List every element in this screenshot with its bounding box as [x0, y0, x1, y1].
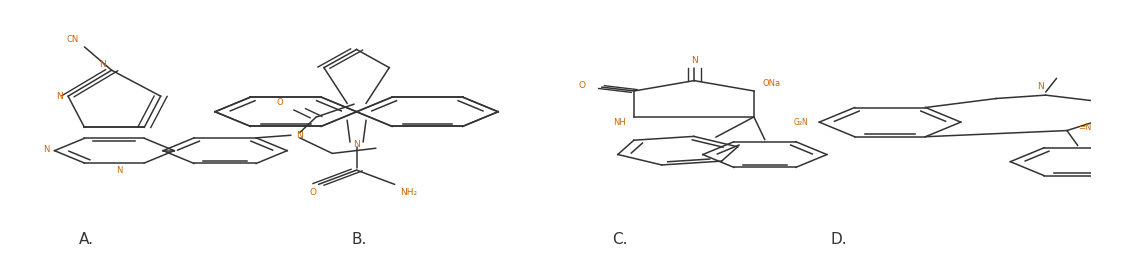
Text: N: N — [56, 92, 63, 101]
Text: D.: D. — [831, 232, 847, 247]
Text: NH: NH — [613, 118, 625, 127]
Text: N: N — [116, 166, 123, 175]
Text: B.: B. — [351, 232, 366, 247]
Text: N: N — [42, 145, 49, 154]
Text: N: N — [354, 140, 359, 149]
Text: ONa: ONa — [762, 80, 780, 89]
Text: =N: =N — [1078, 123, 1091, 132]
Text: CN: CN — [66, 35, 79, 44]
Text: N: N — [1037, 82, 1044, 91]
Text: O: O — [309, 188, 316, 197]
Text: O: O — [578, 81, 585, 90]
Text: C.: C. — [613, 232, 628, 247]
Text: N: N — [690, 56, 697, 65]
Text: O: O — [277, 98, 283, 107]
Text: N: N — [99, 60, 106, 69]
Text: N: N — [297, 131, 304, 140]
Text: NH₂: NH₂ — [400, 188, 418, 197]
Text: G₂N: G₂N — [794, 118, 808, 127]
Text: A.: A. — [79, 232, 94, 247]
